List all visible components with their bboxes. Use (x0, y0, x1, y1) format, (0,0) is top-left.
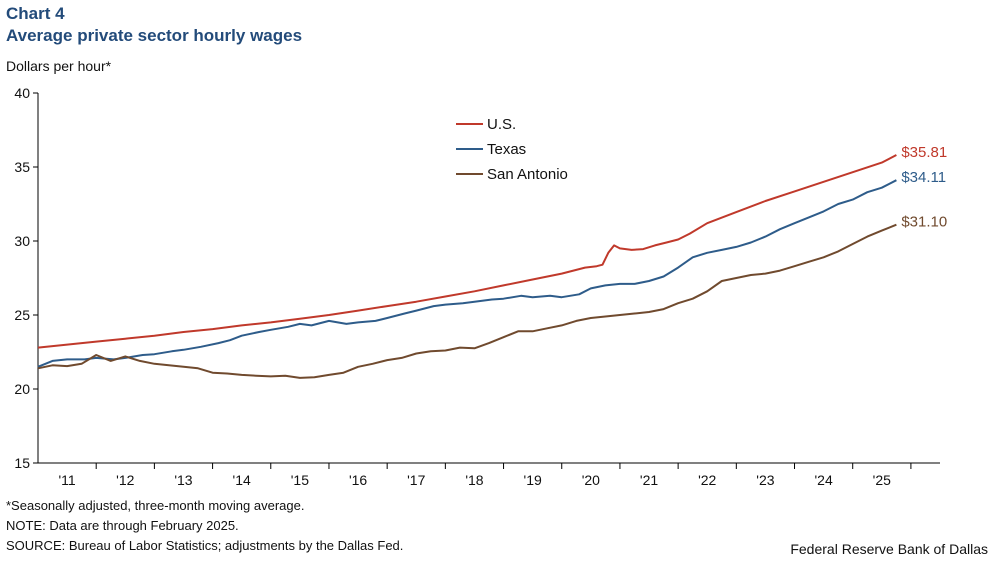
x-tick-label: '22 (698, 472, 716, 488)
series-line-texas (37, 179, 897, 368)
x-tick-label: '17 (407, 472, 425, 488)
x-tick-label: '13 (174, 472, 192, 488)
footnote-source: SOURCE: Bureau of Labor Statistics; adju… (6, 538, 404, 553)
y-tick-label: 25 (14, 307, 30, 323)
footnote-note: NOTE: Data are through February 2025. (6, 518, 239, 533)
credit-label: Federal Reserve Bank of Dallas (790, 541, 988, 557)
y-tick-label: 40 (14, 85, 30, 101)
x-tick-label: '24 (814, 472, 832, 488)
x-tick-label: '16 (349, 472, 367, 488)
y-tick-label: 15 (14, 455, 30, 471)
chart-title: Average private sector hourly wages (6, 26, 303, 45)
x-tick-label: '12 (116, 472, 134, 488)
y-tick-label: 35 (14, 159, 30, 175)
legend-label: U.S. (487, 116, 516, 133)
axes: 15 20 25 30 35 40 '11 '12 '13 '14 '15 '16 '17 '18 '19 '… (14, 85, 940, 488)
end-value-label: $35.81 (901, 144, 947, 161)
series-line-san-antonio (37, 223, 897, 379)
y-tick-label: 20 (14, 381, 30, 397)
x-tick-label: '20 (582, 472, 600, 488)
x-tick-label: '15 (291, 472, 309, 488)
x-tick-label: '14 (233, 472, 251, 488)
legend: U.S. Texas San Antonio (456, 116, 568, 183)
end-value-label: $31.10 (901, 214, 947, 231)
end-labels: $35.81 $34.11 $31.10 (901, 144, 947, 231)
chart-number: Chart 4 (6, 4, 65, 23)
x-tick-label: '11 (58, 472, 75, 488)
x-tick-label: '19 (524, 472, 542, 488)
x-tick-label: '23 (756, 472, 774, 488)
x-tick-label: '21 (640, 472, 658, 488)
y-axis-label: Dollars per hour* (6, 58, 112, 74)
footnote-adjustment: *Seasonally adjusted, three-month moving… (6, 498, 305, 513)
series-line-u-s (37, 154, 897, 349)
legend-label: Texas (487, 141, 526, 158)
x-tick-label: '18 (465, 472, 483, 488)
series-lines (37, 154, 897, 379)
legend-label: San Antonio (487, 166, 568, 183)
end-value-label: $34.11 (901, 169, 946, 186)
x-tick-label: '25 (873, 472, 891, 488)
y-tick-label: 30 (14, 233, 30, 249)
